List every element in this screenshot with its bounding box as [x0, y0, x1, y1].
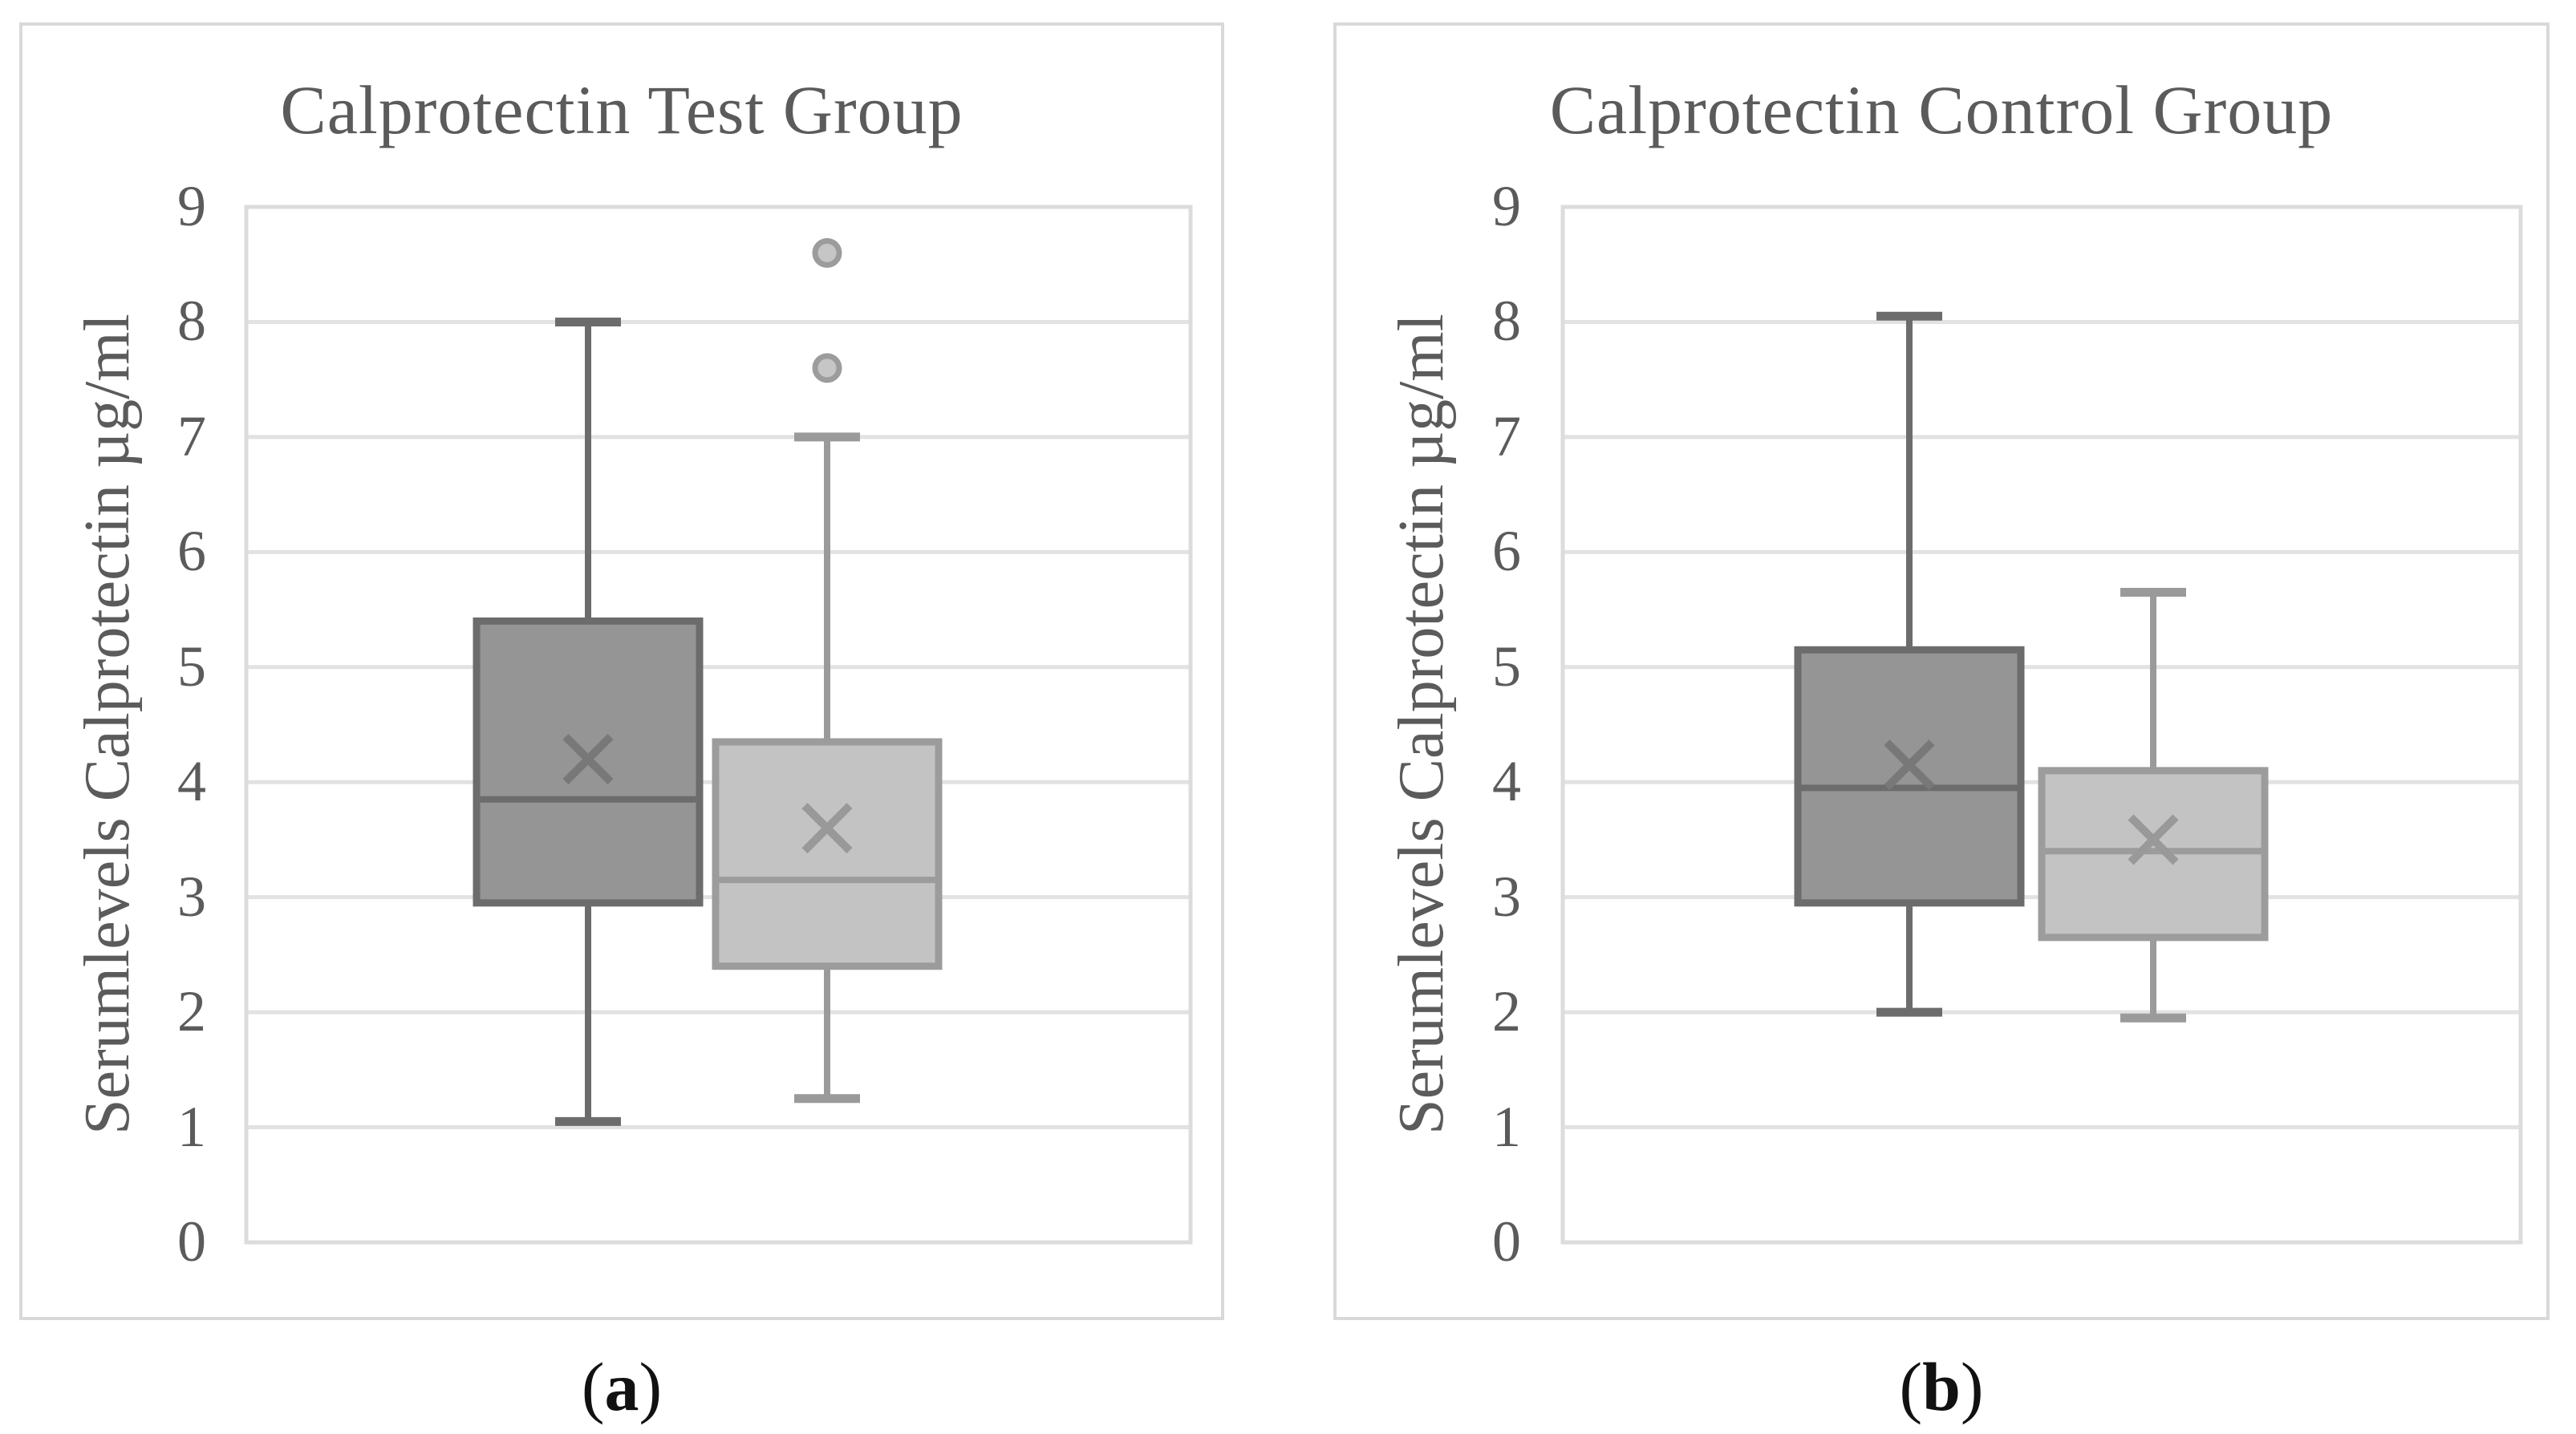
y-tick-label: 4 — [177, 749, 206, 814]
outlier-point — [812, 353, 842, 383]
caption-open-paren: ( — [1899, 1348, 1923, 1425]
y-tick-label: 3 — [177, 864, 206, 929]
plot-area — [244, 205, 1193, 1245]
mean-marker — [801, 803, 853, 854]
y-tick-label: 9 — [177, 174, 206, 238]
y-tick-label: 1 — [177, 1094, 206, 1159]
panel-a: Calprotectin Test Group Serumlevels Calp… — [19, 22, 1224, 1320]
y-tick-label: 6 — [177, 519, 206, 584]
caption-close-paren: ) — [1960, 1348, 1984, 1425]
caption-b: (b) — [1333, 1349, 2550, 1425]
y-tick-label: 4 — [1492, 749, 1521, 814]
y-tick-label: 8 — [177, 289, 206, 354]
chart-title: Calprotectin Test Group — [280, 71, 963, 148]
y-tick-label: 2 — [177, 979, 206, 1044]
y-tick-label: 9 — [1492, 174, 1521, 238]
y-tick-label: 7 — [177, 403, 206, 468]
mean-marker — [562, 733, 614, 785]
y-tick-label: 1 — [1492, 1094, 1521, 1159]
panel-b: Calprotectin Control Group Serumlevels C… — [1333, 22, 2550, 1320]
y-tick-label: 3 — [1492, 864, 1521, 929]
outlier-point — [812, 237, 842, 268]
box-q1-q3 — [1794, 646, 2025, 907]
y-tick-label: 2 — [1492, 979, 1521, 1044]
mean-marker — [1884, 739, 1935, 791]
y-tick-label: 6 — [1492, 519, 1521, 584]
y-tick-label: 7 — [1492, 403, 1521, 468]
chart-title: Calprotectin Control Group — [1549, 71, 2334, 148]
y-tick-label: 5 — [1492, 634, 1521, 699]
caption-letter: a — [604, 1348, 639, 1425]
plot-area — [1560, 205, 2523, 1245]
y-tick-label: 5 — [177, 634, 206, 699]
caption-close-paren: ) — [639, 1348, 663, 1425]
caption-letter: b — [1922, 1348, 1961, 1425]
box-q1-q3 — [712, 738, 943, 970]
y-tick-label: 0 — [177, 1209, 206, 1274]
mean-marker — [2128, 814, 2179, 865]
caption-open-paren: ( — [581, 1348, 605, 1425]
y-tick-label: 8 — [1492, 289, 1521, 354]
y-tick-label: 0 — [1492, 1209, 1521, 1274]
caption-a: (a) — [19, 1349, 1224, 1425]
plot-border — [1560, 205, 2523, 1245]
plot-border — [244, 205, 1193, 1245]
